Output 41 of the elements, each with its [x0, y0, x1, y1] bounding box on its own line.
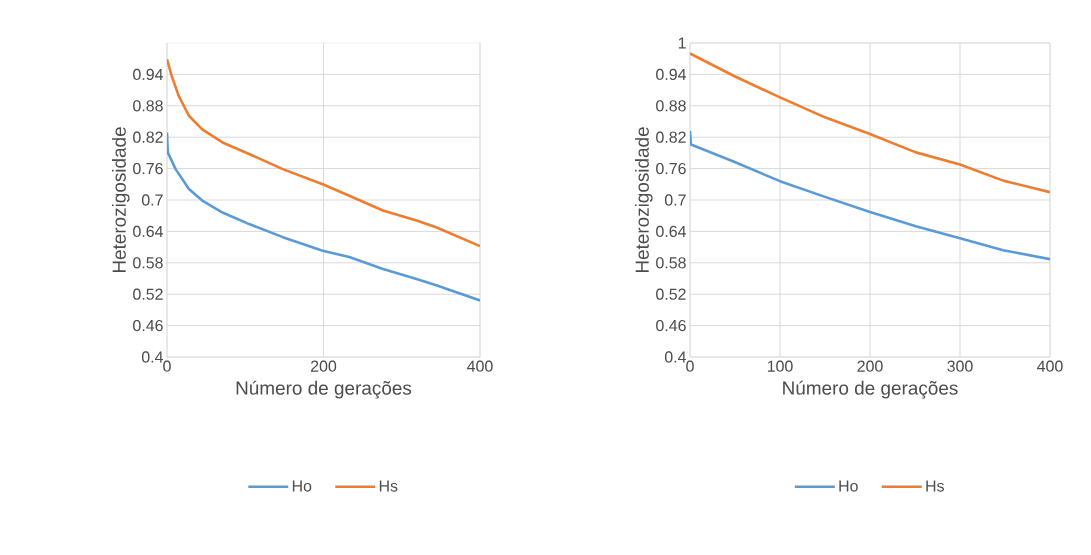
y-tick-label: 0.52: [656, 288, 686, 300]
y-tick-label: 0.64: [133, 225, 163, 238]
y-tick-label: 0.58: [133, 257, 163, 269]
y-tick-label: 0.76: [133, 162, 163, 175]
y-tick-label: 0.58: [656, 257, 686, 269]
line-series: [690, 52, 1051, 194]
x-tick-label: 200: [857, 360, 883, 372]
line-series: [167, 57, 480, 248]
y-tick-label: 0.82: [133, 131, 163, 143]
y-tick-label: 0.7: [141, 194, 163, 206]
y-axis-title: Heterozigosidade: [111, 127, 130, 273]
y-tick-label: 0.4: [664, 351, 687, 363]
y-tick-label: 1: [678, 37, 686, 49]
y-tick-label: 0.94: [133, 68, 163, 81]
y-tick-label: 0.7: [664, 194, 686, 206]
y-tick-label: 0.64: [656, 225, 687, 238]
line-series: [690, 129, 1051, 261]
y-tick-label: 0.82: [656, 131, 686, 143]
line-series: [167, 131, 480, 302]
y-tick-label: 0.76: [656, 162, 686, 175]
x-axis-title: Número de gerações: [236, 380, 412, 399]
y-tick-label: 0.94: [656, 68, 687, 81]
legend-label: Hs: [926, 480, 944, 492]
legend-label: Ho: [839, 480, 858, 492]
x-tick-label: 200: [311, 360, 337, 372]
x-tick-label: 400: [1037, 360, 1063, 372]
y-tick-label: 0.52: [133, 288, 163, 300]
y-tick-label: 0.46: [133, 319, 163, 332]
y-tick-label: 0.4: [141, 351, 164, 363]
legend-label: Hs: [379, 480, 398, 492]
x-tick-label: 100: [767, 360, 793, 372]
x-tick-label: 0: [686, 360, 694, 372]
x-axis-title: Número de gerações: [783, 380, 958, 399]
legend-label: Ho: [292, 480, 312, 492]
x-tick-label: 300: [947, 360, 973, 372]
y-tick-label: 0.88: [133, 100, 163, 112]
y-axis-title: Heterozigosidade: [634, 127, 653, 273]
y-tick-label: 0.46: [656, 319, 686, 332]
y-tick-label: 0.88: [656, 100, 686, 112]
x-tick-label: 0: [163, 360, 171, 372]
x-tick-label: 400: [467, 360, 493, 372]
